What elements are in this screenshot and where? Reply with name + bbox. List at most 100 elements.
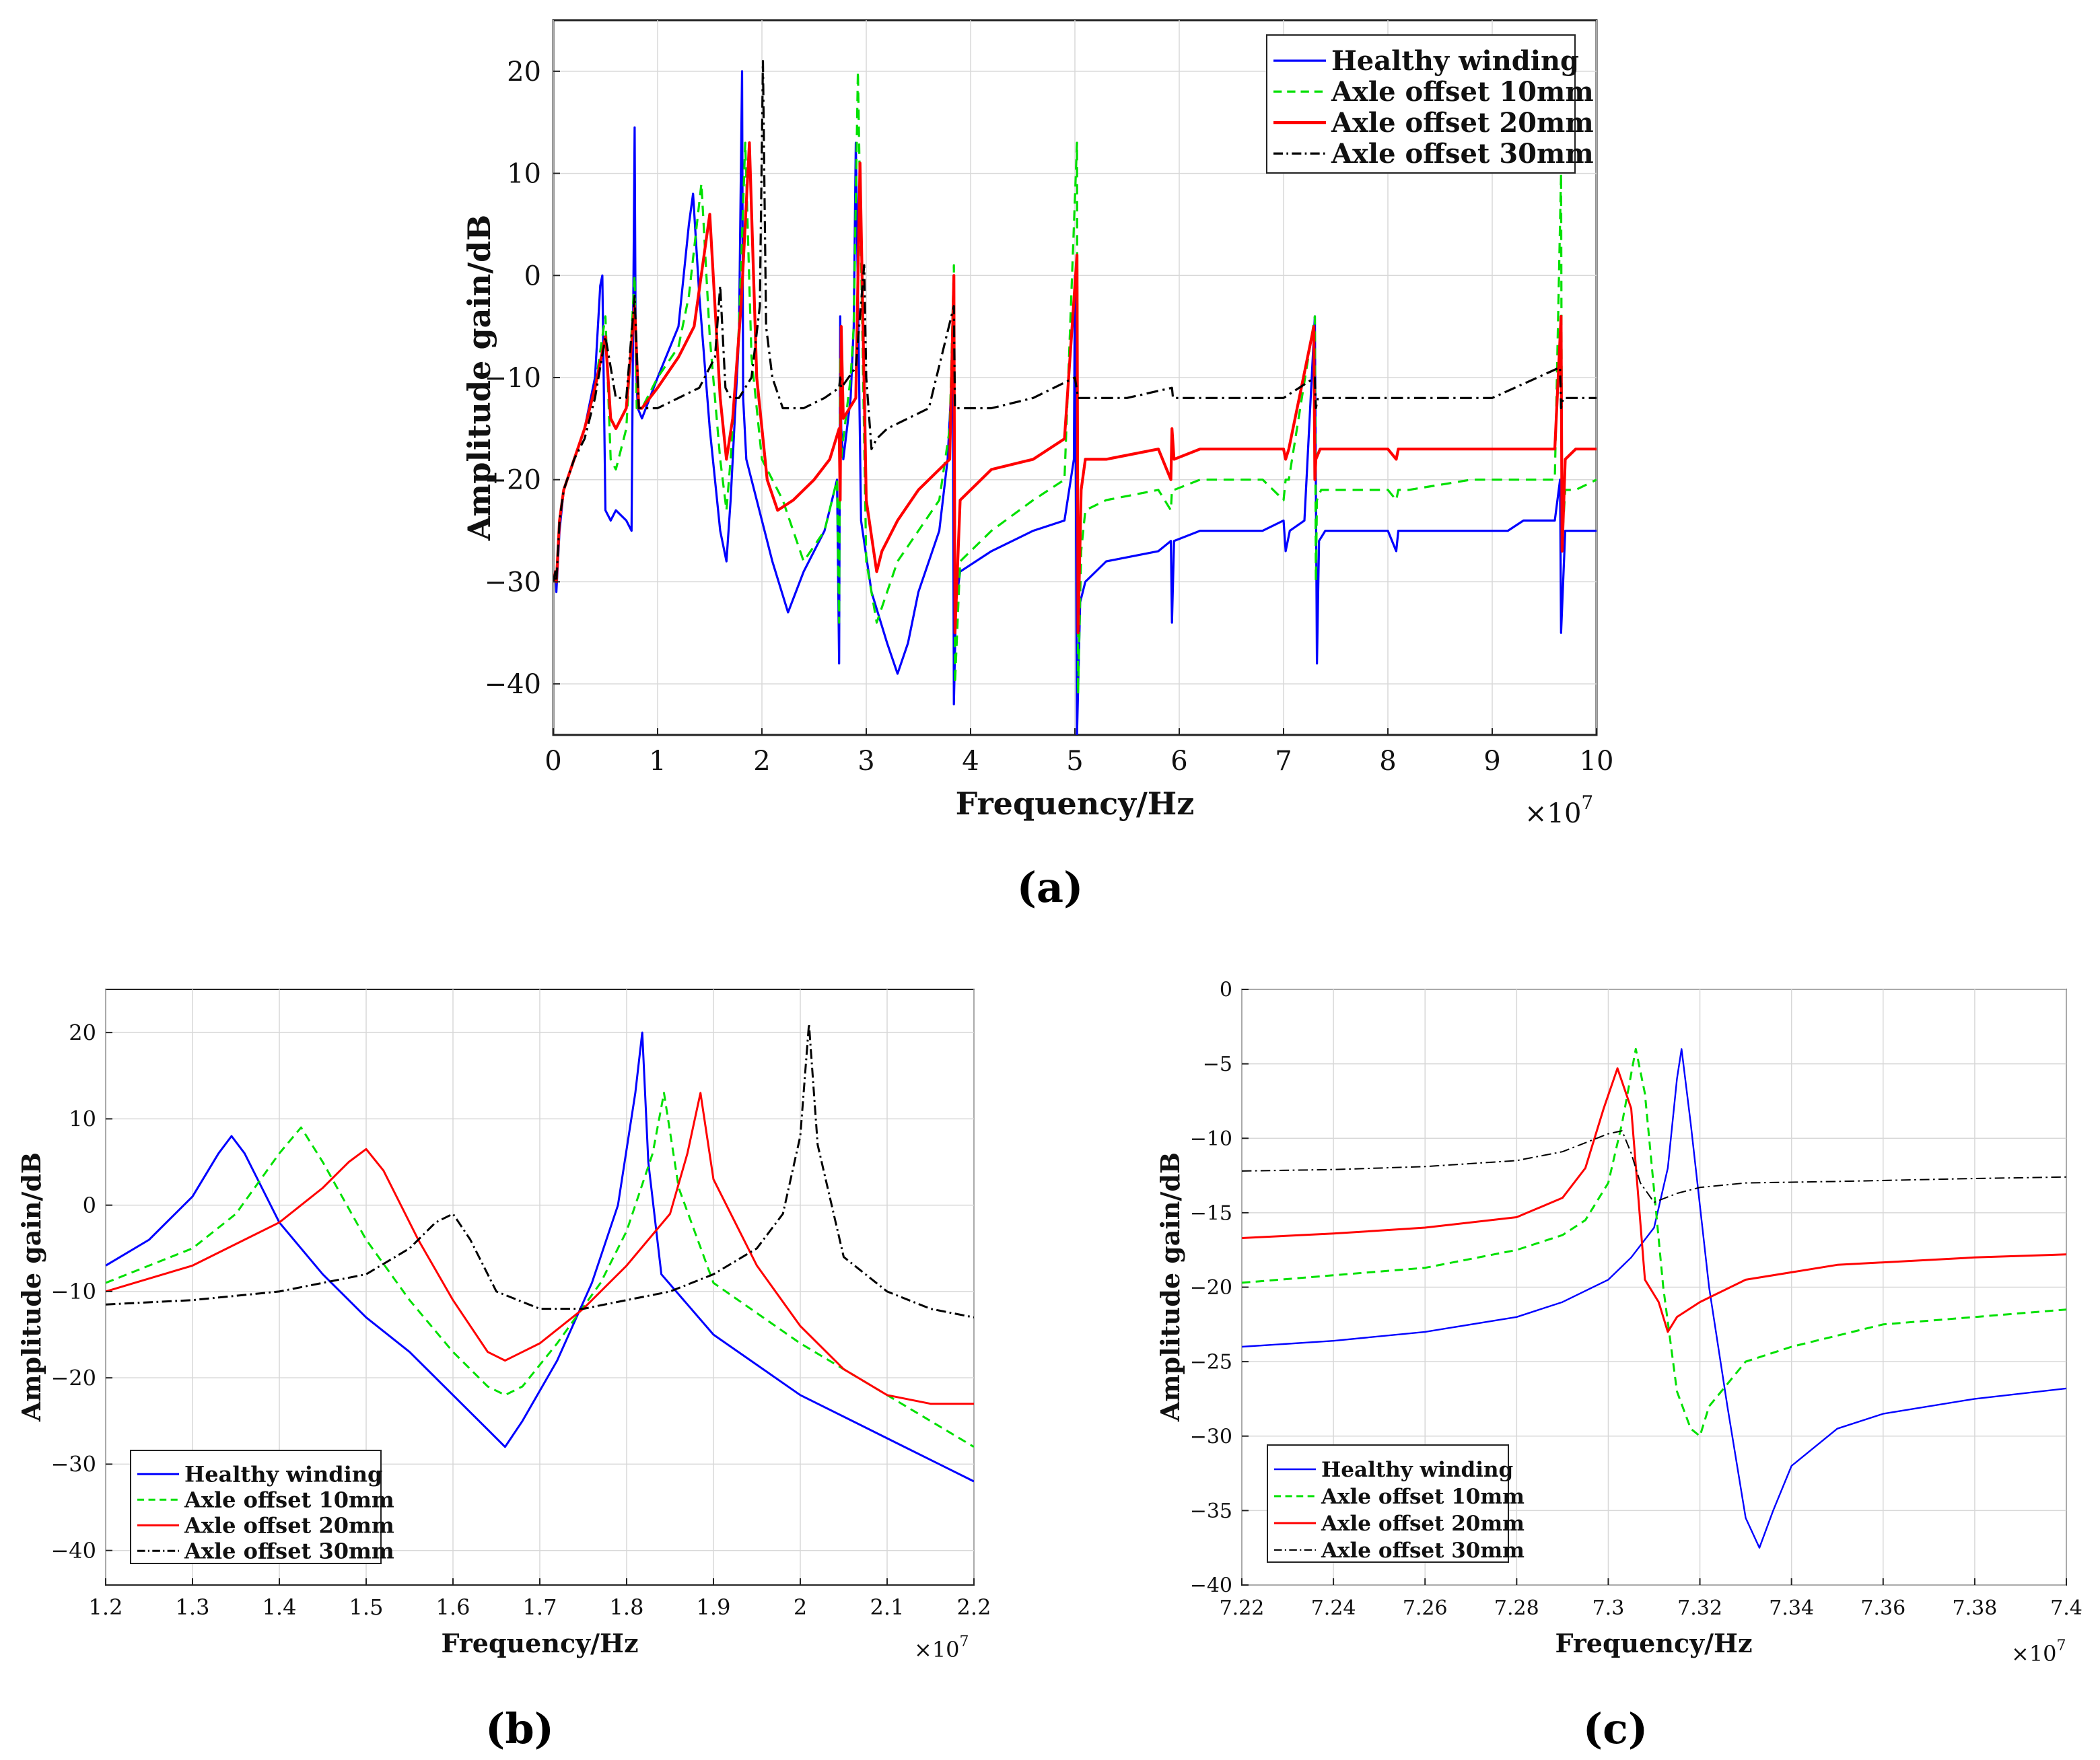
x-tick-label: 6 [1170,746,1187,777]
legend-c: Healthy winding Axle offset 10mm Axle offs… [1267,1444,1525,1563]
series-c [1242,1048,2066,1549]
series-line-axle-offset-30mm [553,60,1597,583]
x-axis-label-b: Frequency/Hz [441,1628,638,1658]
x-tick-label: 2.1 [870,1594,905,1620]
x-tick-label: 1.5 [349,1594,384,1620]
y-tick-label: 10 [69,1106,96,1132]
x-tick-label: 7 [1275,746,1292,777]
y-tick-label: −20 [50,1365,96,1391]
series-line-axle-offset-20mm [553,141,1597,635]
y-axis-label-a: Amplitude gain/dB [461,215,497,541]
panel-a: 0 1 2 3 4 5 6 7 8 9 10 −40 −30 −20 −10 0 10 20 Frequency/… [461,19,1614,912]
legend-label: Axle offset 30mm [184,1539,394,1564]
x-tick-label: 1.2 [89,1594,123,1620]
y-tick-label: −20 [485,465,541,496]
y-tick-label: −35 [1190,1500,1232,1523]
series-line-axle-offset-10mm [106,1092,974,1448]
y-tick-label: 0 [524,260,541,291]
y-tick-label: −30 [1190,1425,1232,1448]
x-tick-label: 1.7 [523,1594,557,1620]
x-exponent-label-b: ×107 [914,1633,969,1662]
x-tick-label: 10 [1580,746,1614,777]
caption-b: (b) [485,1704,554,1753]
legend-label: Axle offset 30mm [1331,138,1594,170]
x-tick-label: 2.2 [957,1594,991,1620]
x-tick-label: 4 [962,746,979,777]
series-a [553,60,1597,735]
legend-label: Healthy winding [184,1462,382,1487]
y-tick-label: 0 [1220,979,1232,1002]
x-tick-label: 7.4 [2050,1596,2082,1620]
series-line-healthy-winding [106,1031,974,1483]
y-axis-label-c: Amplitude gain/dB [1155,1152,1185,1422]
legend-box [1267,1444,1509,1563]
y-tick-label: −5 [1203,1053,1232,1076]
y-tick-label: 20 [507,57,541,87]
x-tick-label: 1 [649,746,666,777]
series-b [106,1022,974,1483]
series-line-axle-offset-30mm [106,1022,974,1318]
y-tick-label: −10 [1190,1127,1232,1151]
y-tick-label: −40 [50,1538,96,1563]
x-tick-label: 7.32 [1677,1596,1722,1620]
ticks-c: 7.22 7.24 7.26 7.28 7.3 7.32 7.34 7.36 7.38 7.4 0 −… [1190,979,2082,1621]
x-tick-label: 7.24 [1311,1596,1356,1620]
y-tick-label: −30 [485,567,541,598]
series-line-axle-offset-10mm [1242,1048,2066,1438]
caption-c: (c) [1583,1704,1648,1753]
x-tick-label: 1.6 [436,1594,470,1620]
x-tick-label: 7.26 [1403,1596,1448,1620]
y-tick-label: −10 [485,363,541,394]
series-line-axle-offset-20mm [1242,1067,2066,1333]
x-tick-label: 0 [545,746,561,777]
x-axis-label-a: Frequency/Hz [956,785,1195,822]
x-tick-label: 7.34 [1769,1596,1814,1620]
x-tick-label: 5 [1066,746,1083,777]
y-tick-label: 10 [507,159,541,190]
y-tick-label: −15 [1190,1201,1232,1225]
panel-b: 1.2 1.3 1.4 1.5 1.6 1.7 1.8 1.9 2 2.1 2.2 −40 −30 −20… [16,989,991,1753]
series-line-healthy-winding [1242,1048,2066,1549]
y-tick-label: 0 [83,1193,96,1218]
y-tick-label: −40 [485,669,541,700]
legend-label: Axle offset 10mm [1321,1485,1525,1509]
x-tick-label: 3 [858,746,874,777]
y-tick-label: −20 [1190,1276,1232,1300]
caption-a: (a) [1017,863,1084,912]
legend-label: Axle offset 20mm [184,1513,394,1539]
x-tick-label: 7.38 [1952,1596,1997,1620]
legend-box [130,1450,382,1564]
x-tick-label: 7.36 [1860,1596,1905,1620]
ticks-a: 0 1 2 3 4 5 6 7 8 9 10 −40 −30 −20 −10 0 10 20 [485,57,1614,777]
legend-label: Axle offset 20mm [1331,107,1594,139]
legend-label: Axle offset 30mm [1321,1539,1525,1563]
x-tick-label: 7.22 [1220,1596,1265,1620]
x-axis-label-c: Frequency/Hz [1555,1628,1752,1658]
legend-label: Axle offset 20mm [1321,1512,1525,1536]
legend-label: Axle offset 10mm [184,1487,394,1513]
y-tick-label: −25 [1190,1351,1232,1374]
x-tick-label: 8 [1379,746,1396,777]
x-exponent-label-c: ×107 [2011,1638,2066,1666]
x-tick-label: 1.4 [262,1594,297,1620]
panel-c: 7.22 7.24 7.26 7.28 7.3 7.32 7.34 7.36 7.38 7.4 0 −… [1155,979,2082,1754]
x-tick-label: 2 [794,1594,807,1620]
y-tick-label: −40 [1190,1574,1232,1598]
ticks-b: 1.2 1.3 1.4 1.5 1.6 1.7 1.8 1.9 2 2.1 2.2 −40 −30 −20… [50,1020,991,1620]
y-tick-label: −30 [50,1452,96,1477]
x-tick-label: 9 [1483,746,1500,777]
x-tick-label: 1.3 [176,1594,210,1620]
x-tick-label: 7.28 [1494,1596,1539,1620]
y-tick-label: −10 [50,1279,96,1304]
legend-label: Healthy winding [1321,1458,1513,1482]
legend-label: Axle offset 10mm [1331,76,1594,108]
legend-box [1266,34,1576,174]
x-exponent-label-a: ×107 [1525,791,1593,829]
legend-label: Healthy winding [1331,45,1579,77]
x-tick-label: 1.9 [697,1594,731,1620]
series-line-axle-offset-20mm [106,1092,974,1405]
x-tick-label: 1.8 [610,1594,644,1620]
series-line-axle-offset-30mm [1242,1130,2066,1203]
